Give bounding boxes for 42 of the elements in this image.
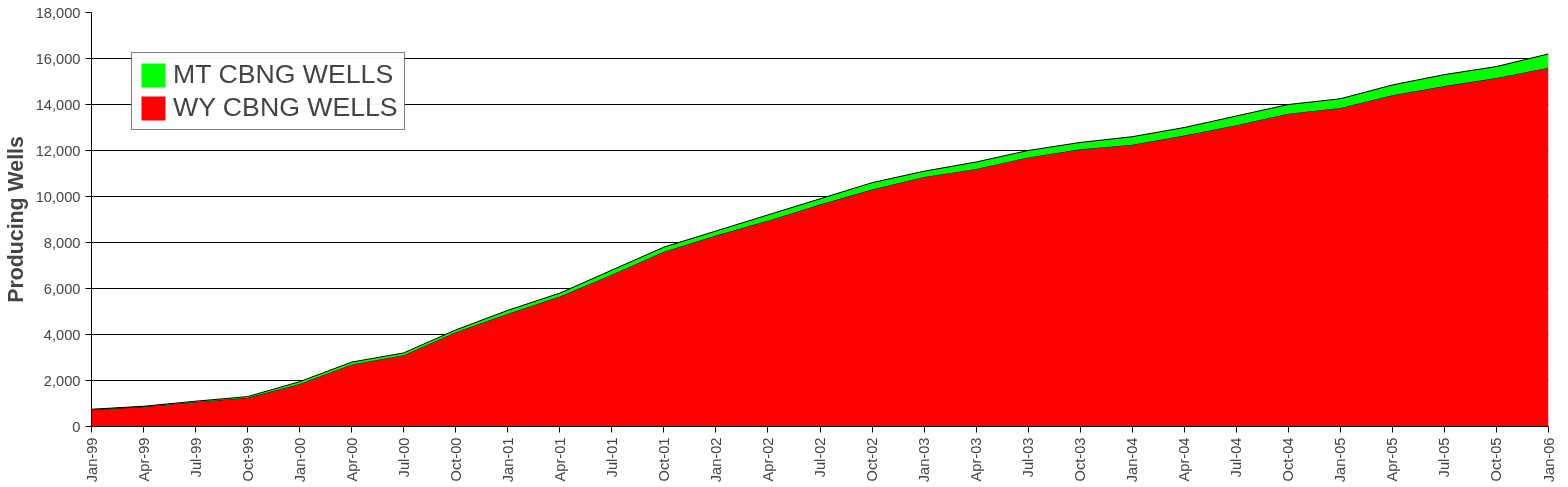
x-tick-label: Jan-06 (1540, 437, 1557, 483)
x-tick-label: Apr-99 (135, 437, 152, 482)
x-tick-label: Jan-99 (83, 437, 100, 483)
y-tick-label: 6,000 (43, 280, 81, 297)
x-tick-label: Jul-02 (812, 437, 828, 478)
x-tick-label: Oct-01 (655, 437, 672, 482)
y-tick-label: 0 (72, 418, 81, 435)
y-tick-label: 8,000 (43, 234, 81, 251)
x-tick-label: Apr-03 (968, 437, 985, 482)
y-tick-label: 2,000 (43, 372, 81, 389)
x-tick-label: Jan-01 (499, 437, 516, 483)
x-tick-label: Jan-04 (1124, 437, 1141, 483)
x-tick-label: Jan-03 (916, 437, 933, 483)
x-tick-label: Jul-04 (1228, 437, 1245, 478)
y-tick-label: 4,000 (43, 326, 81, 343)
y-tick-label: 14,000 (35, 96, 81, 113)
x-tick-label: Apr-04 (1176, 437, 1193, 482)
x-tick-label: Jan-02 (707, 437, 724, 483)
y-tick-label: 16,000 (35, 50, 81, 67)
legend-label: WY CBNG WELLS (173, 92, 398, 123)
y-tick-label: 10,000 (35, 188, 81, 205)
x-tick-label: Oct-04 (1280, 437, 1297, 482)
x-tick-label: Jul-00 (395, 437, 412, 478)
legend-label: MT CBNG WELLS (173, 59, 394, 90)
x-tick-label: Apr-02 (759, 437, 776, 482)
x-tick-label: Jul-01 (603, 437, 620, 478)
x-tick-label: Jul-05 (1436, 437, 1453, 478)
x-tick-label: Jul-03 (1020, 437, 1037, 478)
y-axis-title: Producing Wells (3, 136, 28, 303)
x-tick-label: Oct-00 (447, 437, 464, 482)
x-tick-label: Apr-05 (1384, 437, 1401, 482)
x-tick-label: Apr-01 (551, 437, 568, 482)
x-tick-label: Oct-02 (864, 437, 881, 482)
x-tick-label: Oct-99 (239, 437, 256, 482)
x-tick-label: Jul-99 (187, 437, 204, 478)
x-tick-label: Oct-05 (1488, 437, 1505, 482)
x-tick-label: Jan-05 (1332, 437, 1349, 483)
x-tick-label: Apr-00 (343, 437, 360, 482)
y-tick-label: 18,000 (35, 4, 81, 21)
y-tick-label: 12,000 (35, 142, 81, 159)
x-tick-label: Oct-03 (1072, 437, 1089, 482)
x-tick-label: Jan-00 (291, 437, 308, 483)
